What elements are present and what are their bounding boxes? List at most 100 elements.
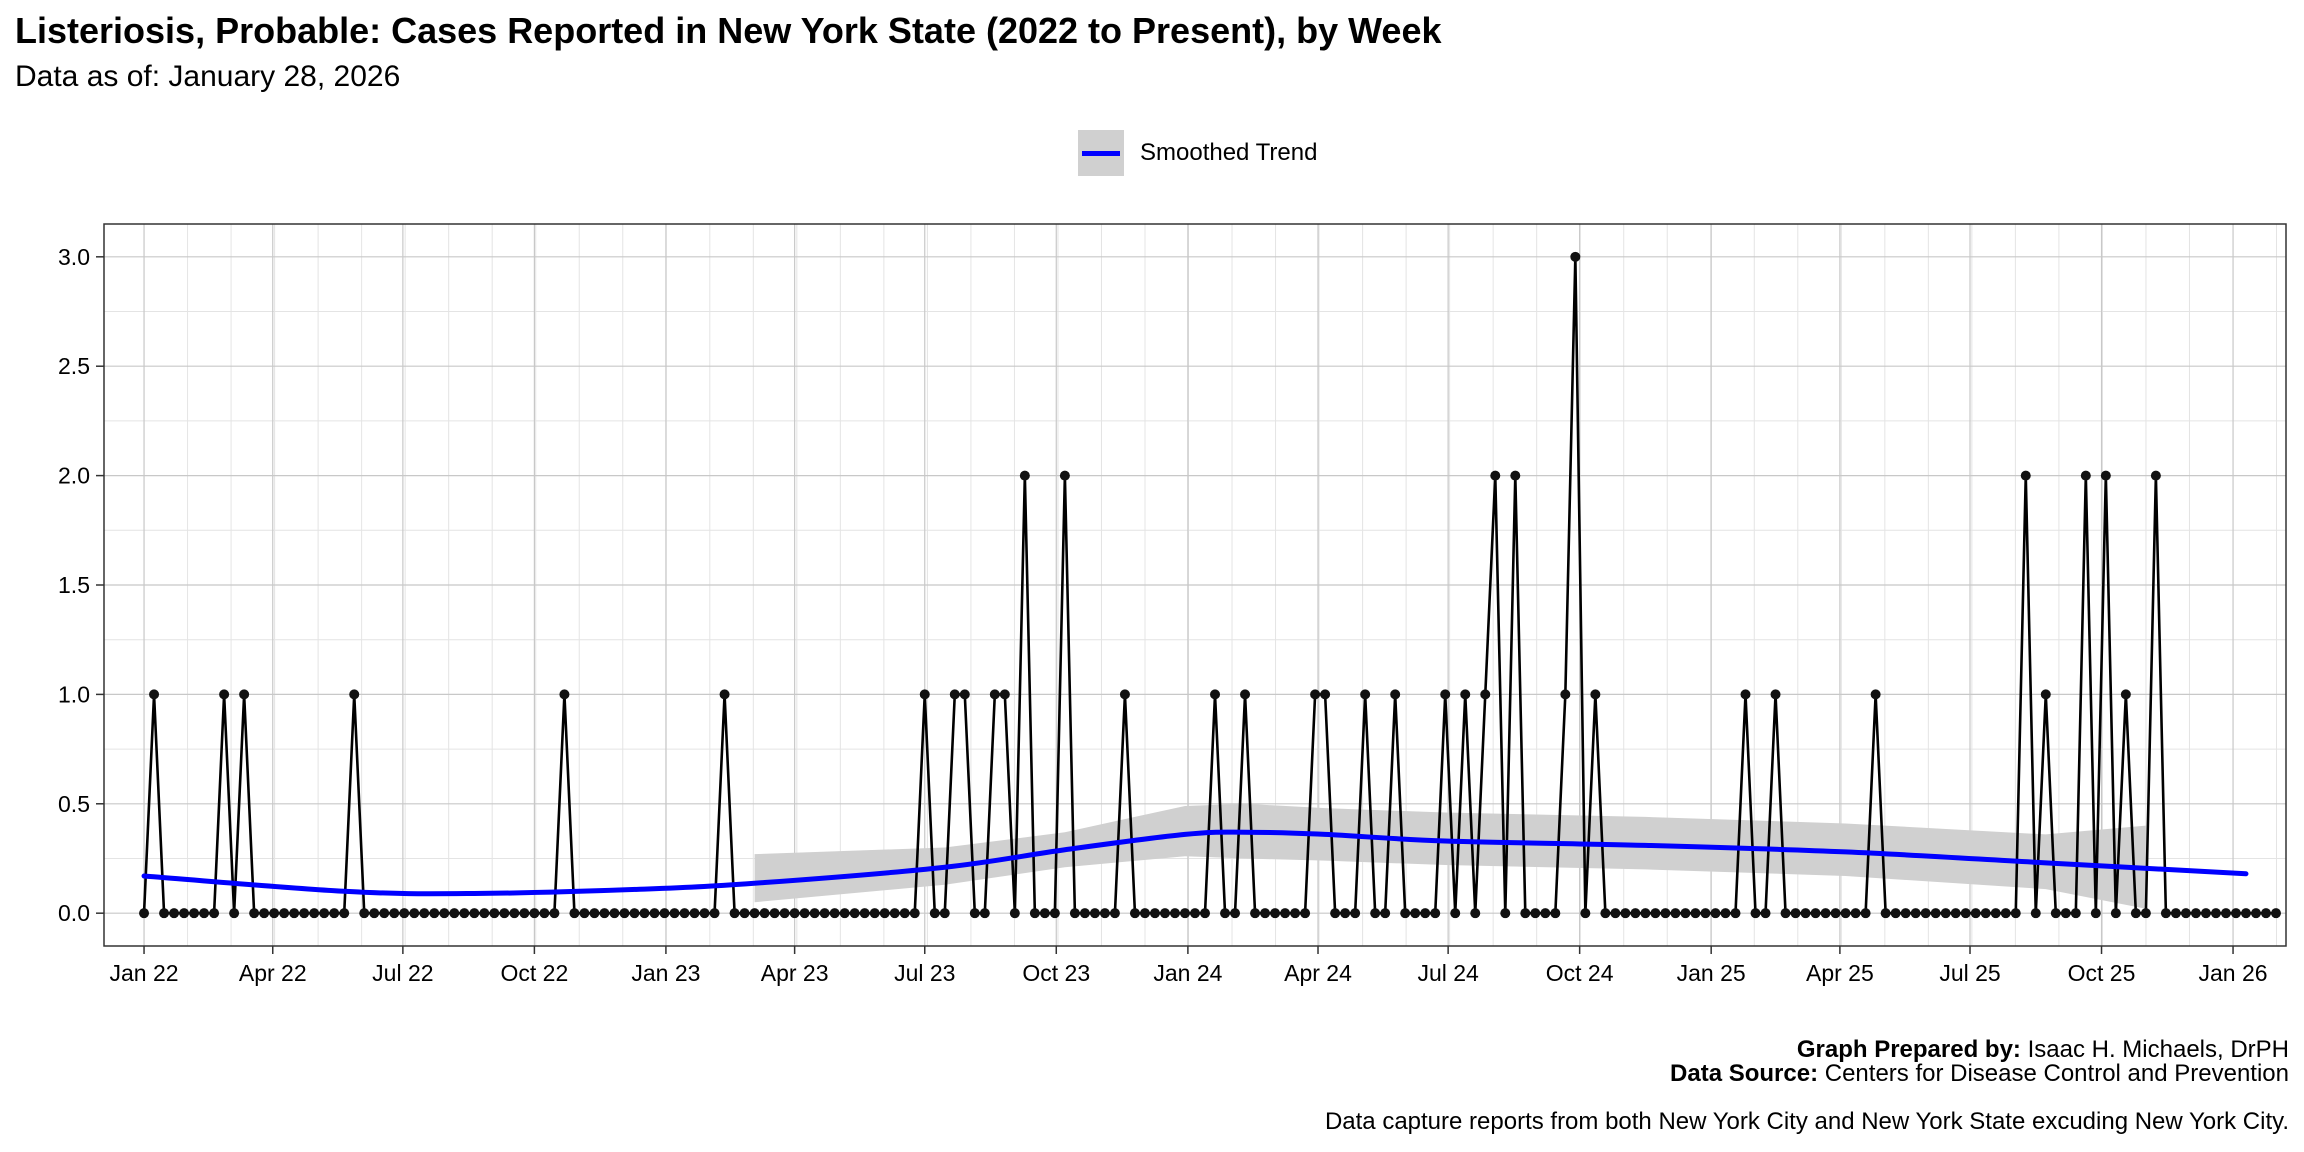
data-point-week-80 xyxy=(929,908,940,919)
data-point-week-143 xyxy=(1560,689,1571,700)
data-point-week-98 xyxy=(1109,908,1120,919)
y-tick-label: 0.5 xyxy=(58,791,90,817)
data-point-week-110 xyxy=(1230,908,1241,919)
data-point-week-141 xyxy=(1540,908,1551,919)
data-point-week-9 xyxy=(219,689,230,700)
data-point-week-145 xyxy=(1580,908,1591,919)
data-point-week-45 xyxy=(579,908,590,919)
data-point-week-168 xyxy=(1810,908,1821,919)
caption-prepared-by: Graph Prepared by: Isaac H. Michaels, Dr… xyxy=(1797,1036,2289,1064)
data-point-week-79 xyxy=(919,689,930,700)
data-point-week-204 xyxy=(2170,908,2181,919)
data-point-week-151 xyxy=(1640,908,1651,919)
chart-subtitle: Data as of: January 28, 2026 xyxy=(15,60,401,93)
data-point-week-15 xyxy=(279,908,290,919)
data-point-week-135 xyxy=(1480,689,1491,700)
data-point-week-24 xyxy=(369,908,380,919)
data-point-week-126 xyxy=(1390,689,1401,700)
data-point-week-190 xyxy=(2030,908,2041,919)
data-point-week-21 xyxy=(339,908,350,919)
data-point-week-85 xyxy=(979,908,990,919)
data-point-week-47 xyxy=(599,908,610,919)
x-tick-label: Jul 23 xyxy=(894,960,955,986)
data-point-week-53 xyxy=(659,908,670,919)
data-point-week-140 xyxy=(1530,908,1541,919)
data-point-week-43 xyxy=(559,689,570,700)
data-point-week-38 xyxy=(509,908,520,919)
data-point-week-103 xyxy=(1159,908,1170,919)
data-point-week-32 xyxy=(449,908,460,919)
data-point-week-207 xyxy=(2200,908,2211,919)
data-point-week-88 xyxy=(1009,908,1020,919)
data-point-week-83 xyxy=(959,689,970,700)
data-point-week-186 xyxy=(1990,908,2001,919)
data-point-week-142 xyxy=(1550,908,1561,919)
data-point-week-6 xyxy=(189,908,200,919)
x-tick-label: Jan 23 xyxy=(631,960,700,986)
x-tick-label: Oct 24 xyxy=(1546,960,1614,986)
data-point-week-181 xyxy=(1940,908,1951,919)
data-point-week-138 xyxy=(1510,470,1521,481)
data-point-week-104 xyxy=(1169,908,1180,919)
x-tick-label: Apr 22 xyxy=(239,960,307,986)
data-point-week-106 xyxy=(1190,908,1200,919)
data-point-week-50 xyxy=(629,908,640,919)
x-tick-label: Oct 22 xyxy=(501,960,569,986)
caption-data-source: Data Source: Centers for Disease Control… xyxy=(1670,1060,2289,1088)
chart-title: Listeriosis, Probable: Cases Reported in… xyxy=(15,10,1442,51)
data-point-week-134 xyxy=(1470,908,1481,919)
data-point-week-139 xyxy=(1520,908,1531,919)
data-point-week-5 xyxy=(179,908,190,919)
data-point-week-164 xyxy=(1770,689,1781,700)
data-point-week-153 xyxy=(1660,908,1671,919)
data-point-week-40 xyxy=(529,908,540,919)
data-point-week-182 xyxy=(1950,908,1961,919)
data-point-week-118 xyxy=(1310,689,1321,700)
data-point-week-178 xyxy=(1910,908,1921,919)
data-point-week-115 xyxy=(1280,908,1291,919)
data-point-week-111 xyxy=(1240,689,1251,700)
data-point-week-195 xyxy=(2080,470,2091,481)
data-point-week-172 xyxy=(1850,908,1861,919)
data-point-week-44 xyxy=(569,908,580,919)
data-point-week-198 xyxy=(2110,908,2121,919)
data-point-week-144 xyxy=(1570,251,1581,262)
data-point-week-193 xyxy=(2060,908,2071,919)
data-point-week-33 xyxy=(459,908,470,919)
data-point-week-39 xyxy=(519,908,530,919)
data-point-week-170 xyxy=(1830,908,1841,919)
data-point-week-211 xyxy=(2240,908,2251,919)
data-point-week-123 xyxy=(1360,689,1371,700)
data-point-week-49 xyxy=(619,908,630,919)
data-point-week-206 xyxy=(2190,908,2201,919)
data-point-week-36 xyxy=(489,908,500,919)
data-point-week-69 xyxy=(819,908,830,919)
data-point-week-23 xyxy=(359,908,370,919)
data-point-week-121 xyxy=(1340,908,1351,919)
data-point-week-94 xyxy=(1069,908,1080,919)
x-tick-label: Jan 22 xyxy=(110,960,179,986)
data-point-week-165 xyxy=(1780,908,1791,919)
data-point-week-158 xyxy=(1710,908,1721,919)
data-point-week-107 xyxy=(1200,908,1211,919)
data-point-week-28 xyxy=(409,908,420,919)
data-point-week-17 xyxy=(299,908,310,919)
data-point-week-175 xyxy=(1880,908,1891,919)
data-point-week-86 xyxy=(989,689,1000,700)
x-tick-label: Oct 23 xyxy=(1022,960,1090,986)
data-point-week-81 xyxy=(939,908,950,919)
legend-key-smoothed-trend xyxy=(1078,130,1124,176)
data-point-week-120 xyxy=(1330,908,1341,919)
data-point-week-148 xyxy=(1610,908,1621,919)
data-point-week-91 xyxy=(1039,908,1050,919)
data-point-week-99 xyxy=(1119,689,1130,700)
caption-source-label: Data Source: xyxy=(1670,1060,1819,1087)
data-point-week-159 xyxy=(1720,908,1731,919)
data-point-week-214 xyxy=(2270,908,2281,919)
data-point-week-4 xyxy=(169,908,180,919)
data-point-week-187 xyxy=(2000,908,2011,919)
data-point-week-25 xyxy=(379,908,390,919)
data-point-week-192 xyxy=(2050,908,2061,919)
data-point-week-112 xyxy=(1250,908,1261,919)
x-tick-label: Apr 25 xyxy=(1806,960,1874,986)
